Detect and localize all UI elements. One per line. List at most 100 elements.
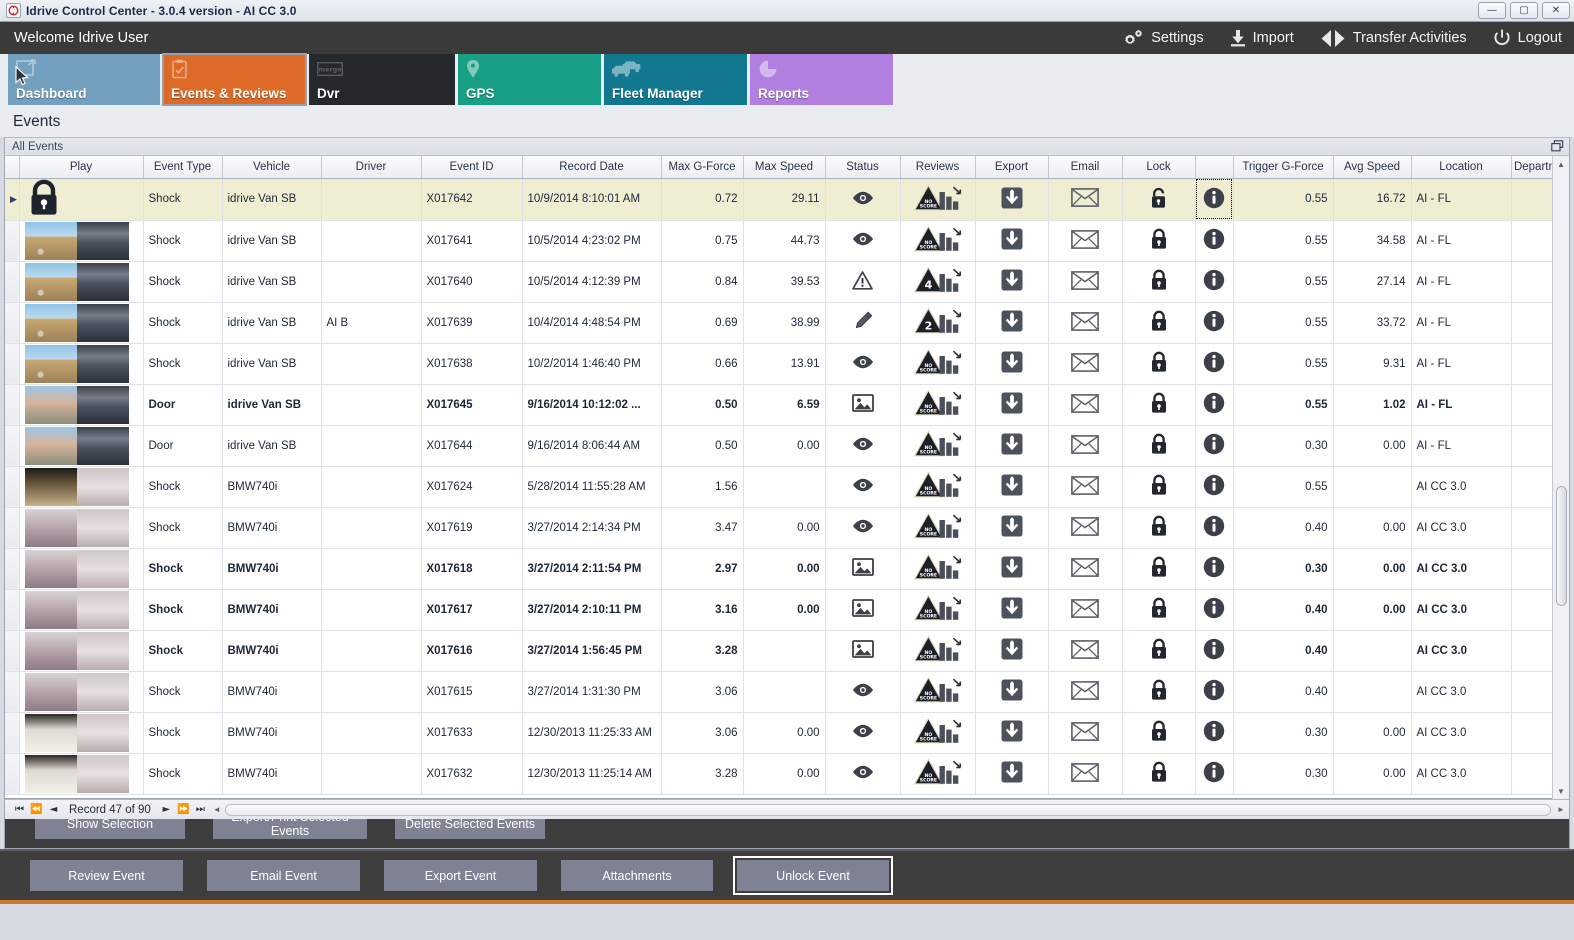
email-envelope-icon[interactable]: [1071, 557, 1099, 580]
column-header-info[interactable]: [1195, 156, 1234, 179]
image-icon[interactable]: [851, 394, 874, 415]
first-record-button[interactable]: ⏮: [15, 804, 24, 815]
row-selector-cell[interactable]: [5, 548, 20, 590]
export-download-icon[interactable]: [1000, 228, 1024, 254]
table-row[interactable]: Shock BMW740i X017633 12/30/2013 11:25:33 A…: [5, 712, 1569, 754]
export-download-icon[interactable]: [1000, 351, 1024, 377]
event-thumbnails[interactable]: [24, 508, 129, 547]
thumbnail-cabin[interactable]: [76, 467, 129, 506]
cell-export[interactable]: [975, 466, 1049, 508]
event-thumbnails[interactable]: [24, 672, 129, 711]
cell-reviews[interactable]: NO SCORE: [900, 671, 976, 713]
scroll-down-arrow-icon[interactable]: ▼: [1557, 786, 1565, 796]
locked-icon[interactable]: [1150, 597, 1168, 622]
cell-reviews[interactable]: NO SCORE: [900, 425, 976, 467]
export-download-icon[interactable]: [1000, 679, 1024, 705]
event-thumbnails[interactable]: [24, 385, 129, 424]
email-envelope-icon[interactable]: [1071, 229, 1099, 252]
cell-export[interactable]: [975, 548, 1049, 590]
cell-lock[interactable]: [1122, 466, 1196, 508]
email-envelope-icon[interactable]: [1071, 393, 1099, 416]
info-icon[interactable]: [1203, 597, 1225, 622]
export-download-icon[interactable]: [1000, 433, 1024, 459]
cell-info[interactable]: [1195, 671, 1234, 713]
info-icon[interactable]: [1203, 679, 1225, 704]
email-envelope-icon[interactable]: [1071, 434, 1099, 457]
cell-export[interactable]: [975, 302, 1049, 344]
email-envelope-icon[interactable]: [1071, 762, 1099, 785]
cell-info[interactable]: [1195, 261, 1234, 303]
cell-info[interactable]: [1195, 343, 1234, 385]
grid-vertical-scrollbar[interactable]: ▲ ▼: [1552, 156, 1569, 799]
cell-lock[interactable]: [1122, 261, 1196, 303]
row-selector-cell[interactable]: [5, 712, 20, 754]
cell-reviews[interactable]: 4: [900, 261, 976, 303]
email-envelope-icon[interactable]: [1071, 721, 1099, 744]
review-score-icon[interactable]: NO SCORE: [913, 348, 963, 379]
eye-icon[interactable]: [852, 478, 874, 495]
cell-email[interactable]: [1048, 178, 1123, 221]
eye-icon[interactable]: [852, 683, 874, 700]
review-score-icon[interactable]: NO SCORE: [913, 676, 963, 707]
cell-reviews[interactable]: NO SCORE: [900, 548, 976, 590]
export-download-icon[interactable]: [1000, 515, 1024, 541]
cell-info[interactable]: [1195, 178, 1234, 221]
maximize-button[interactable]: ▢: [1510, 2, 1538, 19]
cell-status[interactable]: [825, 753, 901, 795]
cell-lock[interactable]: [1122, 507, 1196, 549]
locked-icon[interactable]: [1150, 228, 1168, 253]
export-download-icon[interactable]: [1000, 597, 1024, 623]
email-envelope-icon[interactable]: [1071, 311, 1099, 334]
table-row[interactable]: Shock BMW740i X017632 12/30/2013 11:25:14 A…: [5, 753, 1569, 795]
table-row[interactable]: Shock BMW740i X017618 3/27/2014 2:11:54 PM 2…: [5, 548, 1569, 590]
locked-icon[interactable]: [1150, 720, 1168, 745]
review-score-icon[interactable]: NO SCORE: [913, 717, 963, 748]
cell-status[interactable]: [825, 302, 901, 344]
table-row[interactable]: Shock idrive Van SB X017638 10/2/2014 1:46:…: [5, 343, 1569, 385]
info-icon[interactable]: [1203, 720, 1225, 745]
table-row[interactable]: Shock BMW740i X017624 5/28/2014 11:55:28 AM…: [5, 466, 1569, 508]
cell-info[interactable]: [1195, 753, 1234, 795]
locked-icon[interactable]: [1150, 351, 1168, 376]
minimize-button[interactable]: —: [1478, 2, 1506, 19]
thumbnail-front[interactable]: [24, 303, 77, 342]
locked-icon[interactable]: [1150, 310, 1168, 335]
thumbnail-front[interactable]: [24, 549, 77, 588]
column-header-status[interactable]: Status: [825, 156, 901, 179]
row-selector-cell[interactable]: [5, 507, 20, 549]
cell-export[interactable]: [975, 712, 1049, 754]
cell-info[interactable]: [1195, 630, 1234, 672]
thumbnail-cabin[interactable]: [76, 221, 129, 260]
warning-icon[interactable]: [852, 270, 873, 293]
event-thumbnails[interactable]: [24, 590, 129, 629]
cell-email[interactable]: [1048, 589, 1123, 631]
locked-icon[interactable]: [1150, 474, 1168, 499]
column-header-max-g-force[interactable]: Max G-Force: [661, 156, 744, 179]
locked-icon[interactable]: [1150, 679, 1168, 704]
cell-status[interactable]: [825, 712, 901, 754]
cell-info[interactable]: [1195, 589, 1234, 631]
cell-email[interactable]: [1048, 507, 1123, 549]
tab-events-and-reviews[interactable]: Events & Reviews: [162, 53, 307, 106]
cell-lock[interactable]: [1122, 630, 1196, 672]
cell-info[interactable]: [1195, 548, 1234, 590]
eye-icon[interactable]: [852, 724, 874, 741]
event-thumbnails[interactable]: [24, 713, 129, 752]
cell-play[interactable]: [19, 302, 144, 344]
thumbnail-front[interactable]: [24, 590, 77, 629]
review-score-icon[interactable]: NO SCORE: [913, 225, 963, 256]
row-selector-cell[interactable]: [5, 220, 20, 262]
cell-play[interactable]: [19, 425, 144, 467]
locked-icon[interactable]: [1150, 269, 1168, 294]
eye-icon[interactable]: [852, 355, 874, 372]
cell-info[interactable]: [1195, 466, 1234, 508]
cell-info[interactable]: [1195, 302, 1234, 344]
email-envelope-icon[interactable]: [1071, 475, 1099, 498]
cell-play[interactable]: [19, 630, 144, 672]
thumbnail-cabin[interactable]: [76, 426, 129, 465]
email-envelope-icon[interactable]: [1071, 598, 1099, 621]
import-menu-item[interactable]: Import: [1230, 29, 1294, 47]
cell-reviews[interactable]: NO SCORE: [900, 178, 976, 221]
cell-play[interactable]: [19, 507, 144, 549]
table-row[interactable]: Door idrive Van SB X017644 9/16/2014 8:06:4…: [5, 425, 1569, 467]
